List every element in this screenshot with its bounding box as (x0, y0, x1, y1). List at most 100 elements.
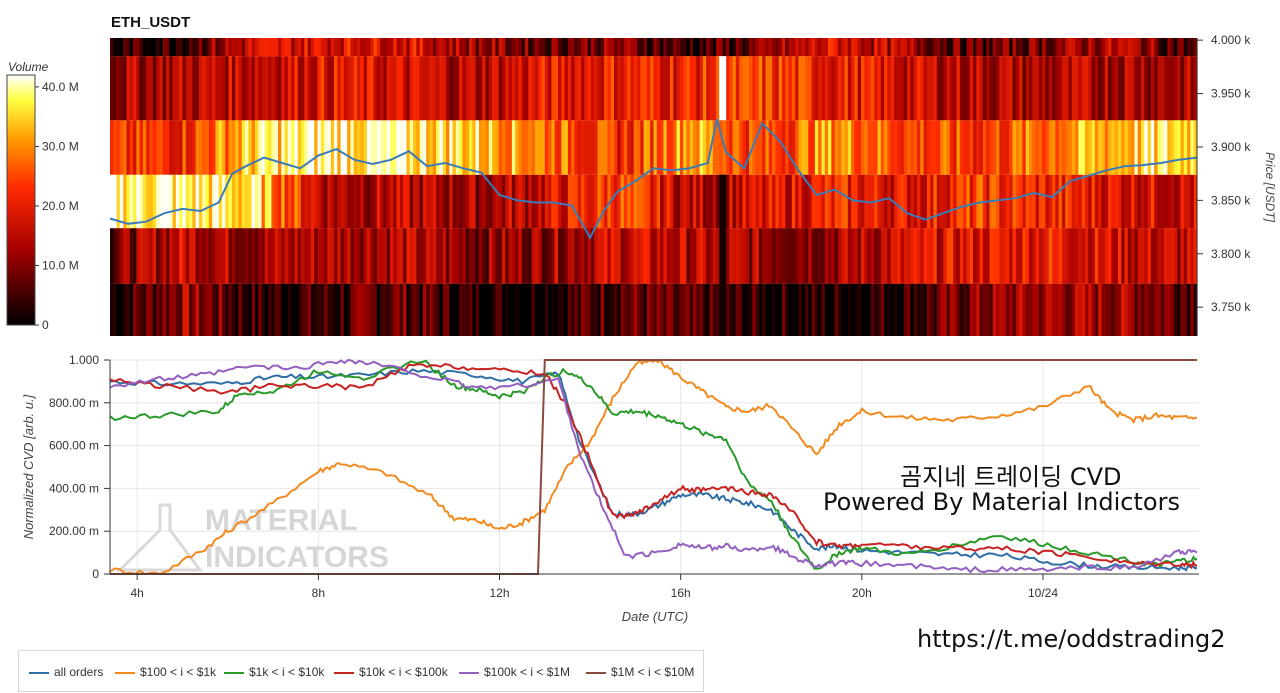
heatmap-cell (396, 228, 401, 284)
overlay-link[interactable]: https://t.me/oddstrading2 (917, 625, 1226, 653)
heatmap-cell (380, 120, 384, 175)
heatmap-cell (1019, 228, 1024, 284)
heatmap-cell (953, 174, 958, 229)
heatmap-cell (426, 228, 431, 284)
heatmap-cell (758, 120, 763, 175)
heatmap-cell (1111, 120, 1116, 175)
heatmap-cell (340, 56, 345, 121)
heatmap-cell (1075, 120, 1080, 175)
heatmap-cell (765, 38, 770, 57)
heatmap-cell (926, 56, 931, 121)
heatmap-cell (969, 228, 974, 284)
heatmap-cell (623, 283, 628, 336)
heatmap-cell (366, 283, 371, 336)
heatmap-cell (254, 174, 259, 229)
heatmap-cell (600, 283, 605, 336)
heatmap-cell (946, 283, 951, 336)
colorbar-tick-label: 30.0 M (42, 139, 79, 153)
heatmap-cell (1002, 38, 1007, 57)
heatmap-cell (1101, 56, 1106, 121)
heatmap-cell (844, 38, 849, 57)
heatmap-cell (610, 120, 615, 175)
heatmap-cell (419, 228, 424, 284)
heatmap-cell (1124, 283, 1129, 336)
heatmap-cell (544, 38, 549, 57)
heatmap-cell (310, 120, 315, 175)
legend-item-c1m_10m[interactable]: $1M < i < $10M (586, 665, 694, 679)
heatmap-cell (577, 228, 582, 284)
heatmap-cell (1035, 174, 1040, 229)
heatmap-cell (1170, 174, 1175, 229)
cvd-y-tick-label: 0 (92, 567, 99, 581)
heatmap-cell (179, 56, 184, 121)
heatmap-cell (215, 120, 220, 175)
heatmap-cell (531, 120, 536, 175)
heatmap-cell (893, 38, 898, 57)
heatmap-cell (419, 174, 424, 229)
legend-item-c100k_1m[interactable]: $100k < i < $1M (459, 665, 570, 679)
heatmap-cell (841, 228, 846, 284)
heatmap-cell (620, 283, 625, 336)
heatmap-cell (119, 283, 124, 336)
heatmap-cell (449, 283, 454, 336)
heatmap-cell (630, 56, 635, 121)
heatmap-cell (669, 228, 674, 284)
heatmap-cell (416, 283, 421, 336)
heatmap-cell (324, 120, 328, 175)
heatmap-cell (317, 283, 322, 336)
heatmap-cell (689, 283, 694, 336)
heatmap-cell (739, 228, 744, 284)
legend-item-c100_1k[interactable]: $100 < i < $1k (115, 665, 216, 679)
heatmap-cell (999, 283, 1004, 336)
heatmap-cell (765, 174, 770, 229)
heatmap-cell (258, 38, 263, 57)
heatmap-cell (561, 38, 566, 57)
heatmap-cell (221, 174, 226, 229)
heatmap-cell (590, 120, 595, 175)
heatmap-cell (455, 38, 460, 57)
legend-item-c1k_10k[interactable]: $1k < i < $10k (224, 665, 324, 679)
heatmap-cell (607, 38, 612, 57)
heatmap-cell (600, 228, 605, 284)
heatmap-cell (1078, 283, 1083, 336)
heatmap-cell (548, 56, 552, 121)
heatmap-cell (139, 120, 144, 175)
heatmap-cell (126, 38, 131, 57)
heatmap-cell (1055, 120, 1060, 175)
heatmap-cell (788, 283, 793, 336)
legend-item-all_orders[interactable]: all orders (29, 665, 103, 679)
heatmap-cell (175, 120, 180, 175)
heatmap-cell (162, 38, 167, 57)
heatmap-cell (874, 38, 879, 57)
heatmap-cell (1154, 174, 1159, 229)
heatmap-cell (837, 228, 842, 284)
heatmap-cell (324, 283, 328, 336)
heatmap-cell (317, 120, 322, 175)
heatmap-cell (716, 228, 720, 284)
heatmap-cell (1025, 174, 1030, 229)
heatmap-cell (185, 174, 190, 229)
heatmap-cell (159, 228, 164, 284)
legend-item-c10k_100k[interactable]: $10k < i < $100k (334, 665, 448, 679)
heatmap-cell (396, 56, 401, 121)
heatmap-cell (406, 174, 411, 229)
heatmap-cell (788, 174, 793, 229)
heatmap-cell (847, 228, 852, 284)
heatmap-cell (169, 283, 174, 336)
heatmap-cell (604, 174, 608, 229)
heatmap-cell (650, 56, 655, 121)
heatmap-cell (646, 228, 651, 284)
heatmap-cell (640, 38, 645, 57)
heatmap-cell (785, 174, 790, 229)
heatmap-cell (686, 283, 691, 336)
heatmap-cell (472, 38, 477, 57)
heatmap-cell (432, 228, 437, 284)
colorbar-ticks: 010.0 M20.0 M30.0 M40.0 M (35, 80, 79, 332)
heatmap-cell (478, 56, 483, 121)
heatmap-cell (821, 38, 826, 57)
heatmap-cell (175, 283, 180, 336)
heatmap-cell (663, 228, 668, 284)
heatmap-cell (637, 38, 641, 57)
heatmap-cell (152, 38, 157, 57)
heatmap-cell (1098, 38, 1103, 57)
